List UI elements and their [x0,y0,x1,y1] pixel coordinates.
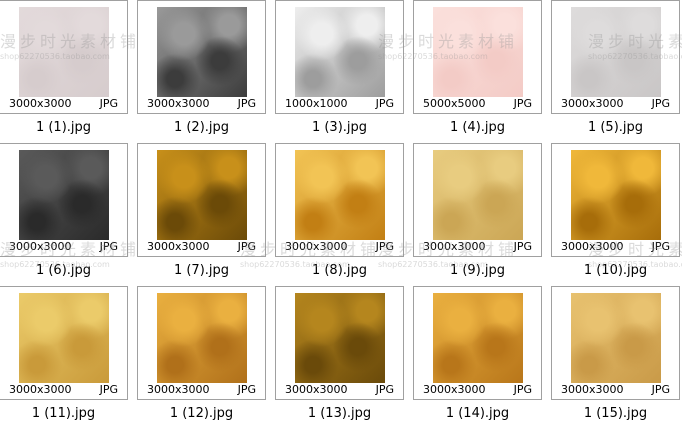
file-item[interactable]: 3000x3000 JPG 1 (2).jpg [137,0,275,144]
thumbnail-frame[interactable]: 3000x3000 JPG [413,143,542,257]
file-item[interactable]: 3000x3000 JPG 1 (5).jpg [551,0,682,144]
thumbnail-image [295,150,385,240]
file-name[interactable]: 1 (11).jpg [31,406,96,421]
image-dimensions: 3000x3000 [285,383,348,396]
thumbnail-frame[interactable]: 3000x3000 JPG [137,286,266,400]
file-type: JPG [375,383,394,396]
file-item[interactable]: 3000x3000 JPG 1 (9).jpg [413,143,551,287]
thumbnail-image [157,150,247,240]
thumbnail-frame[interactable]: 3000x3000 JPG [275,143,404,257]
file-item[interactable]: 1000x1000 JPG 1 (3).jpg [275,0,413,144]
image-dimensions: 3000x3000 [147,383,210,396]
thumbnail-image [295,293,385,383]
file-item[interactable]: 3000x3000 JPG 1 (14).jpg [413,286,551,430]
file-item[interactable]: 3000x3000 JPG 1 (6).jpg [0,143,137,287]
file-item[interactable]: 3000x3000 JPG 1 (11).jpg [0,286,137,430]
thumbnail-frame[interactable]: 3000x3000 JPG [551,286,680,400]
image-dimensions: 5000x5000 [423,97,486,110]
file-type: JPG [651,383,670,396]
file-type: JPG [237,383,256,396]
thumbnail-frame[interactable]: 3000x3000 JPG [0,286,128,400]
file-name[interactable]: 1 (9).jpg [449,263,506,278]
thumbnail-frame[interactable]: 1000x1000 JPG [275,0,404,114]
file-type: JPG [99,383,118,396]
thumbnail-image [571,7,661,97]
image-dimensions: 3000x3000 [9,383,72,396]
file-type: JPG [651,240,670,253]
thumbnail-frame[interactable]: 5000x5000 JPG [413,0,542,114]
thumbnail-image [433,150,523,240]
image-dimensions: 1000x1000 [285,97,348,110]
image-dimensions: 3000x3000 [147,240,210,253]
file-name[interactable]: 1 (3).jpg [311,120,368,135]
thumbnail-image [571,293,661,383]
file-name[interactable]: 1 (15).jpg [583,406,648,421]
file-type: JPG [651,97,670,110]
thumbnail-frame[interactable]: 3000x3000 JPG [137,143,266,257]
thumbnail-image [571,150,661,240]
file-name[interactable]: 1 (6).jpg [35,263,92,278]
thumbnail-image [19,7,109,97]
file-item[interactable]: 3000x3000 JPG 1 (13).jpg [275,286,413,430]
image-dimensions: 3000x3000 [561,240,624,253]
file-item[interactable]: 3000x3000 JPG 1 (7).jpg [137,143,275,287]
thumbnail-image [19,150,109,240]
thumbnail-frame[interactable]: 3000x3000 JPG [551,0,680,114]
file-item[interactable]: 3000x3000 JPG 1 (12).jpg [137,286,275,430]
file-type: JPG [237,97,256,110]
file-name[interactable]: 1 (2).jpg [173,120,230,135]
thumbnail-frame[interactable]: 3000x3000 JPG [551,143,680,257]
file-name[interactable]: 1 (1).jpg [35,120,92,135]
thumbnail-image [157,293,247,383]
file-type: JPG [99,97,118,110]
file-name[interactable]: 1 (12).jpg [169,406,234,421]
thumbnail-image [433,293,523,383]
file-item[interactable]: 3000x3000 JPG 1 (1).jpg [0,0,137,144]
file-name[interactable]: 1 (4).jpg [449,120,506,135]
file-type: JPG [513,383,532,396]
file-type: JPG [513,240,532,253]
file-name[interactable]: 1 (13).jpg [307,406,372,421]
thumbnail-frame[interactable]: 3000x3000 JPG [0,143,128,257]
image-dimensions: 3000x3000 [561,383,624,396]
thumbnail-image [19,293,109,383]
file-type: JPG [375,97,394,110]
file-type: JPG [375,240,394,253]
file-name[interactable]: 1 (10).jpg [583,263,648,278]
image-dimensions: 3000x3000 [147,97,210,110]
image-dimensions: 3000x3000 [423,240,486,253]
thumbnail-image [433,7,523,97]
file-item[interactable]: 3000x3000 JPG 1 (8).jpg [275,143,413,287]
image-dimensions: 3000x3000 [423,383,486,396]
file-name[interactable]: 1 (14).jpg [445,406,510,421]
thumbnail-frame[interactable]: 3000x3000 JPG [137,0,266,114]
file-item[interactable]: 3000x3000 JPG 1 (10).jpg [551,143,682,287]
file-type: JPG [237,240,256,253]
thumbnail-frame[interactable]: 3000x3000 JPG [275,286,404,400]
thumbnail-image [295,7,385,97]
file-type: JPG [513,97,532,110]
file-name[interactable]: 1 (8).jpg [311,263,368,278]
image-dimensions: 3000x3000 [561,97,624,110]
image-dimensions: 3000x3000 [9,97,72,110]
file-name[interactable]: 1 (5).jpg [587,120,644,135]
image-dimensions: 3000x3000 [9,240,72,253]
thumbnail-frame[interactable]: 3000x3000 JPG [0,0,128,114]
thumbnail-frame[interactable]: 3000x3000 JPG [413,286,542,400]
thumbnail-image [157,7,247,97]
image-dimensions: 3000x3000 [285,240,348,253]
file-item[interactable]: 3000x3000 JPG 1 (15).jpg [551,286,682,430]
file-name[interactable]: 1 (7).jpg [173,263,230,278]
file-type: JPG [99,240,118,253]
file-item[interactable]: 5000x5000 JPG 1 (4).jpg [413,0,551,144]
